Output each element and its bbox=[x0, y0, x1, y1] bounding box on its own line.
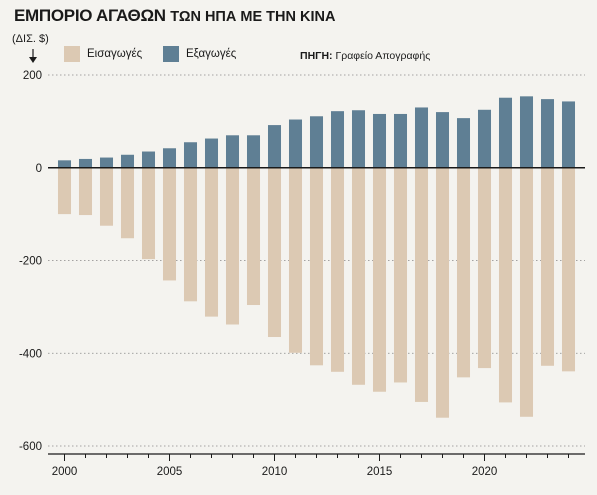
bar-imports-2005 bbox=[162, 167, 177, 281]
legend-swatch-imports bbox=[64, 46, 80, 62]
legend-label-exports: Εξαγωγές bbox=[186, 48, 237, 60]
bar-imports-2017 bbox=[414, 167, 429, 402]
arrow-head bbox=[29, 57, 37, 63]
y-tick-label: -600 bbox=[19, 441, 42, 453]
bar-exports-2010 bbox=[267, 125, 282, 168]
bar-exports-2019 bbox=[456, 118, 471, 168]
bar-imports-2020 bbox=[477, 167, 492, 369]
bar-imports-2011 bbox=[288, 167, 303, 353]
chart-title-sub: ΤΩΝ ΗΠΑ ΜΕ ΤΗΝ ΚΙΝΑ bbox=[170, 9, 336, 25]
legend-item-exports: Εξαγωγές bbox=[163, 44, 236, 64]
bar-exports-2003 bbox=[120, 154, 135, 168]
bar-imports-2006 bbox=[183, 167, 198, 302]
bar-imports-2013 bbox=[330, 167, 345, 372]
bar-imports-2002 bbox=[99, 167, 114, 226]
y-axis-unit: (ΔΙΣ. $) bbox=[12, 33, 49, 45]
bars bbox=[57, 96, 576, 418]
bar-imports-2007 bbox=[204, 167, 219, 317]
unit-arrow-icon bbox=[29, 49, 37, 63]
bar-imports-2010 bbox=[267, 167, 282, 338]
bar-exports-2005 bbox=[162, 148, 177, 168]
bar-exports-2001 bbox=[78, 158, 93, 168]
y-tick-label: 0 bbox=[36, 163, 42, 175]
x-tick-label: 2015 bbox=[367, 466, 393, 478]
x-tick-label: 2000 bbox=[52, 466, 78, 478]
bar-imports-2014 bbox=[351, 167, 366, 385]
legend-swatch-exports bbox=[163, 46, 179, 62]
source-text: Γραφείο Απογραφής bbox=[335, 50, 431, 62]
bar-exports-2017 bbox=[414, 107, 429, 168]
x-tick-label: 2020 bbox=[472, 466, 498, 478]
bar-exports-2012 bbox=[309, 116, 324, 168]
bar-exports-2023 bbox=[540, 99, 555, 168]
bar-exports-2004 bbox=[141, 151, 156, 168]
bar-exports-2013 bbox=[330, 111, 345, 168]
y-tick-label: -200 bbox=[19, 256, 42, 268]
bar-exports-2015 bbox=[372, 113, 387, 168]
bar-imports-2008 bbox=[225, 167, 240, 325]
chart-title-main: ΕΜΠΟΡΙΟ ΑΓΑΘΩΝ bbox=[14, 6, 166, 25]
bar-exports-2018 bbox=[435, 112, 450, 168]
bar-imports-2004 bbox=[141, 167, 156, 260]
y-tick-label: 200 bbox=[23, 70, 42, 82]
bar-exports-2006 bbox=[183, 142, 198, 168]
bar-exports-2024 bbox=[561, 101, 576, 168]
bar-exports-2011 bbox=[288, 119, 303, 168]
bar-imports-2009 bbox=[246, 167, 261, 306]
bar-imports-2018 bbox=[435, 167, 450, 418]
bar-imports-2003 bbox=[120, 167, 135, 239]
bar-imports-2012 bbox=[309, 167, 324, 366]
bar-imports-2016 bbox=[393, 167, 408, 383]
bar-imports-2000 bbox=[57, 167, 72, 215]
bar-exports-2020 bbox=[477, 109, 492, 168]
bar-imports-2021 bbox=[498, 167, 513, 403]
bar-exports-2014 bbox=[351, 110, 366, 168]
bar-imports-2024 bbox=[561, 167, 576, 372]
bar-exports-2016 bbox=[393, 113, 408, 168]
legend-label-imports: Εισαγωγές bbox=[87, 48, 143, 60]
axes bbox=[48, 167, 585, 461]
bar-imports-2015 bbox=[372, 167, 387, 392]
bar-exports-2022 bbox=[519, 96, 534, 168]
bar-exports-2002 bbox=[99, 157, 114, 168]
bar-imports-2001 bbox=[78, 167, 93, 216]
bar-exports-2007 bbox=[204, 138, 219, 168]
x-tick-label: 2010 bbox=[262, 466, 288, 478]
bar-exports-2009 bbox=[246, 135, 261, 168]
source-label: ΠΗΓΗ: bbox=[300, 50, 333, 62]
bar-exports-2021 bbox=[498, 97, 513, 168]
legend-item-imports: Εισαγωγές bbox=[64, 44, 142, 64]
source-note: ΠΗΓΗ: Γραφείο Απογραφής bbox=[300, 50, 430, 62]
bar-exports-2008 bbox=[225, 135, 240, 168]
bar-imports-2019 bbox=[456, 167, 471, 378]
bar-exports-2000 bbox=[57, 160, 72, 168]
y-tick-label: -400 bbox=[19, 348, 42, 360]
bar-imports-2022 bbox=[519, 167, 534, 417]
bar-imports-2023 bbox=[540, 167, 555, 366]
x-tick-label: 2005 bbox=[157, 466, 183, 478]
chart-title: ΕΜΠΟΡΙΟ ΑΓΑΘΩΝ ΤΩΝ ΗΠΑ ΜΕ ΤΗΝ ΚΙΝΑ bbox=[14, 6, 335, 26]
